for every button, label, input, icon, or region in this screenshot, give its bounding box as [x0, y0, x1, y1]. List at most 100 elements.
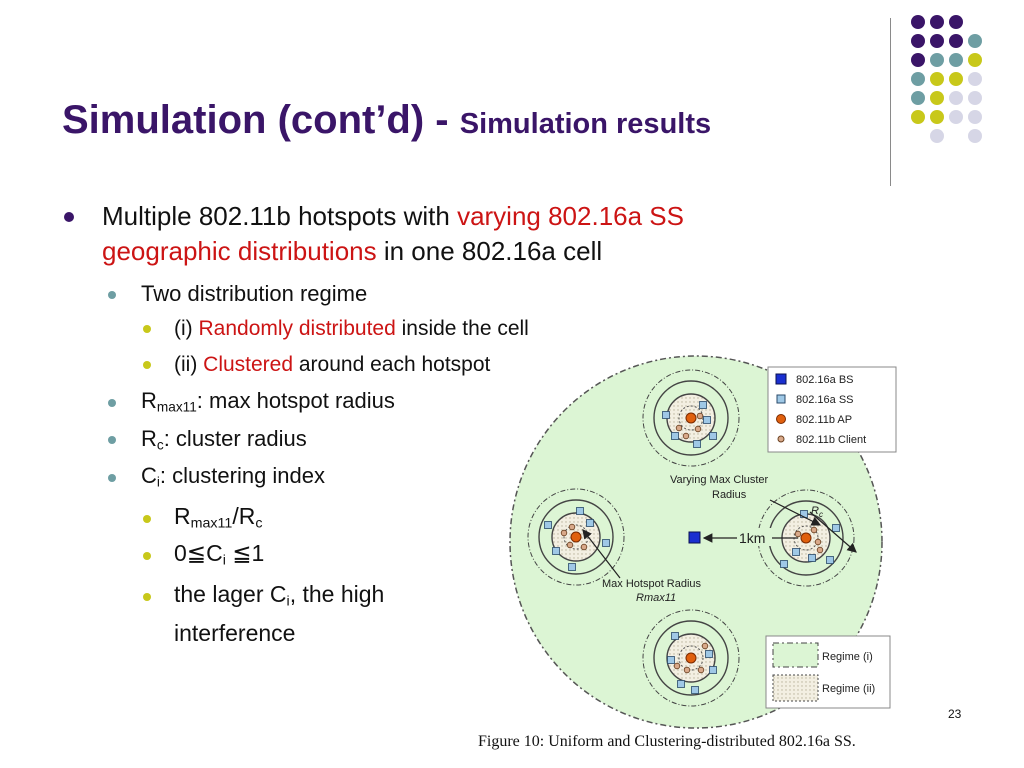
decorative-dot: [930, 72, 944, 86]
legend-bs-icon: [775, 373, 787, 385]
decorative-dot: [949, 72, 963, 86]
label-max-line2: Rmax11: [636, 592, 676, 604]
legend-bs-label: 802.16a BS: [796, 374, 854, 386]
bullet-interference-line2: interference: [174, 620, 296, 646]
decorative-dot: [930, 110, 944, 124]
subscriber-station: [602, 539, 610, 547]
decorative-dot: [930, 34, 944, 48]
decorative-dot: [949, 91, 963, 105]
client-node: [580, 543, 588, 551]
decorative-dot: [911, 110, 925, 124]
title-main: Simulation (cont’d) -: [62, 98, 460, 142]
decorative-dot: [968, 91, 982, 105]
decorative-dot: [949, 53, 963, 67]
bullet-dot: [108, 474, 116, 482]
bullet-dot: [143, 552, 151, 560]
subscriber-station: [586, 519, 594, 527]
bullet-distribution-regime: Two distribution regime: [141, 281, 368, 306]
subscriber-station: [705, 650, 713, 658]
decorative-dot: [949, 110, 963, 124]
client-node: [568, 523, 576, 531]
bullet-range: 0≦Ci ≦1: [174, 540, 265, 569]
subscriber-station: [552, 547, 560, 555]
bullet-dot: [143, 361, 151, 369]
bullet-rc: Rc: cluster radius: [141, 426, 307, 453]
label-rc: Rc: [811, 505, 823, 519]
legend-box: [767, 366, 897, 453]
hotspot-ring: [653, 620, 729, 696]
regime-ii-swatch: [772, 674, 819, 702]
bullet-dot: [108, 291, 116, 299]
access-point: [570, 531, 582, 543]
client-node: [673, 662, 681, 670]
subscriber-station: [671, 432, 679, 440]
base-station-marker: [688, 531, 701, 544]
label-1km-bg: [737, 528, 772, 546]
client-node: [810, 526, 818, 534]
legend-ss-icon: [776, 394, 786, 404]
label-varying-line1: Varying Max Cluster: [670, 474, 769, 486]
bullet-dot: [143, 593, 151, 601]
subscriber-station: [792, 548, 800, 556]
ap-range: [678, 645, 704, 671]
bullet-clustered: (ii) Clustered around each hotspot: [174, 353, 491, 376]
decorative-dot: [911, 15, 925, 29]
access-point: [800, 532, 812, 544]
legend-ap-icon: [776, 414, 786, 424]
bullet-main-line2: geographic distributions in one 802.16a …: [102, 236, 603, 266]
subscriber-station: [568, 563, 576, 571]
decorative-dot: [911, 91, 925, 105]
bullet-dot: [64, 212, 74, 222]
subscriber-station: [709, 666, 717, 674]
client-node: [683, 666, 691, 674]
subscriber-station: [808, 554, 816, 562]
bullet-interference-line1: the lager Ci, the high: [174, 581, 385, 610]
decorative-dot: [930, 91, 944, 105]
client-node: [560, 529, 568, 537]
bullet-main-line1: Multiple 802.11b hotspots with varying 8…: [102, 201, 684, 231]
subscriber-station: [780, 560, 788, 568]
subscriber-station: [693, 440, 701, 448]
page-number: 23: [948, 707, 962, 721]
client-node: [701, 642, 709, 650]
decorative-dot: [930, 15, 944, 29]
bullet-dot: [108, 399, 116, 407]
regime-ii-label: Regime (ii): [822, 683, 875, 695]
label-max-line1: Max Hotspot Radius: [602, 578, 702, 590]
bullet-dot: [143, 515, 151, 523]
decorative-dot: [930, 53, 944, 67]
regime-i-label: Regime (i): [822, 651, 873, 663]
decorative-dot: [968, 129, 982, 143]
subscriber-station: [709, 432, 717, 440]
label-1km: 1km: [739, 530, 765, 546]
bullet-dot: [108, 436, 116, 444]
hotspot-ring: [653, 380, 729, 456]
decorative-dot: [968, 72, 982, 86]
subscriber-station: [662, 411, 670, 419]
client-node: [566, 541, 574, 549]
decorative-dot: [911, 72, 925, 86]
access-point: [685, 652, 697, 664]
arrow-varying-1: [769, 499, 822, 526]
client-node: [694, 425, 702, 433]
subscriber-station: [691, 686, 699, 694]
client-node: [814, 538, 822, 546]
client-node: [816, 546, 824, 554]
access-point: [685, 412, 697, 424]
decorative-dot-grid: [911, 15, 982, 143]
legend-client-label: 802.11b Client: [796, 434, 866, 446]
decorative-dot: [968, 34, 982, 48]
bullet-ratio: Rmax11/Rc: [174, 503, 263, 532]
label-varying-line2: Radius: [712, 489, 747, 501]
arrow-max-hotspot: [582, 529, 621, 579]
decorative-dot: [968, 53, 982, 67]
ap-range: [678, 405, 704, 431]
subscriber-station: [832, 524, 840, 532]
arrow-varying-2: [809, 511, 857, 553]
subscriber-station: [667, 656, 675, 664]
slide-title: Simulation (cont’d) - Simulation results: [62, 100, 711, 140]
legend-ap-label: 802.11b AP: [796, 414, 852, 426]
client-node: [675, 424, 683, 432]
